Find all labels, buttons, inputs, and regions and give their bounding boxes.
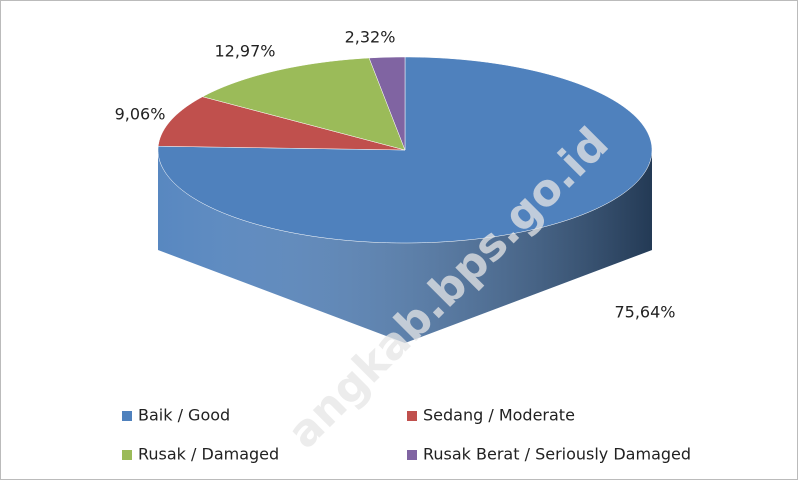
legend-label: Baik / Good [138,406,230,425]
data-label: 75,64% [614,303,675,322]
legend-label: Rusak / Damaged [138,445,279,464]
legend-swatch [122,411,132,421]
legend-swatch [407,450,417,460]
legend-swatch [407,411,417,421]
data-label: 9,06% [115,105,166,124]
data-label: 12,97% [214,42,275,61]
pie-slice [201,57,406,151]
legend-swatch [122,450,132,460]
data-label: 2,32% [345,28,396,47]
pie-slice [157,96,406,151]
pie-slice-side-shade [158,150,652,343]
legend-label: Sedang / Moderate [423,406,575,425]
pie-slice [368,56,406,151]
legend-label: Rusak Berat / Seriously Damaged [423,445,691,464]
